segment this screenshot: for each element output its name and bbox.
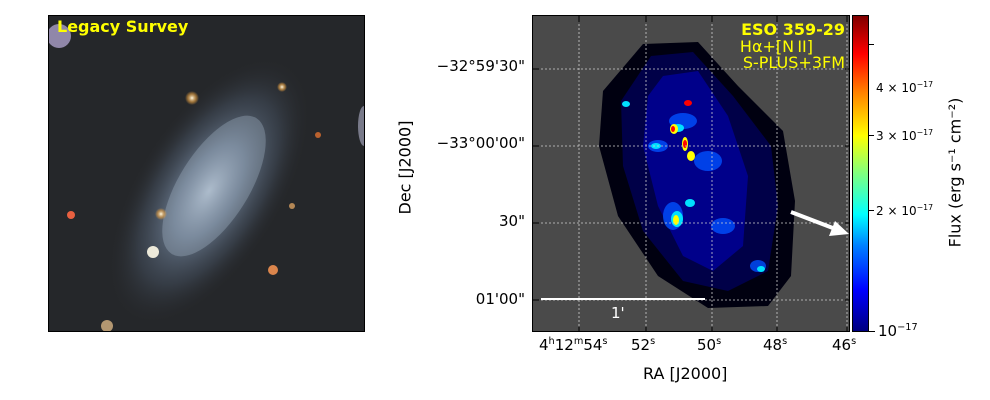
colorbar-title: Flux (erg s⁻¹ cm⁻²): [945, 97, 965, 248]
colorbar-tick-label: 3 × 10−17: [876, 128, 934, 143]
scale-bar-label: 1': [611, 304, 625, 322]
survey-label: S-PLUS+3FM: [742, 53, 845, 72]
x-tick-label: 50s: [697, 336, 722, 354]
x-tick-label: 46s: [832, 336, 857, 354]
x-axis-title: RA [J2000]: [643, 364, 728, 383]
arrow-icon: [829, 221, 849, 236]
colorbar: [852, 15, 869, 332]
object-title: ESO 359-29: [741, 20, 845, 39]
legacy-survey-image: Legacy Survey: [48, 15, 365, 332]
y-tick-label: −33°00'00": [436, 134, 525, 152]
colorbar-tick-label: 10−17: [878, 322, 918, 340]
y-tick-label: 01'00": [475, 290, 525, 308]
y-tick-label: −32°59'30": [436, 57, 525, 75]
y-tick-label: 30": [499, 212, 525, 230]
x-tick-label: 48s: [763, 336, 788, 354]
halpha-flux-map: ESO 359-29 Hα+[N II] S-PLUS+3FM 1': [532, 15, 850, 332]
x-tick-label: 52s: [631, 336, 656, 354]
line-label: Hα+[N II]: [739, 37, 813, 56]
galaxy-rgb-image: [49, 16, 364, 331]
y-axis-title: Dec [J2000]: [395, 120, 415, 215]
colorbar-tick-label: 2 × 10−17: [876, 203, 934, 218]
flux-map-image: [533, 16, 849, 331]
legacy-survey-label: Legacy Survey: [57, 17, 189, 36]
x-tick-label: 4h12m54s: [539, 336, 608, 354]
colorbar-tick-label: 4 × 10−17: [876, 80, 934, 95]
